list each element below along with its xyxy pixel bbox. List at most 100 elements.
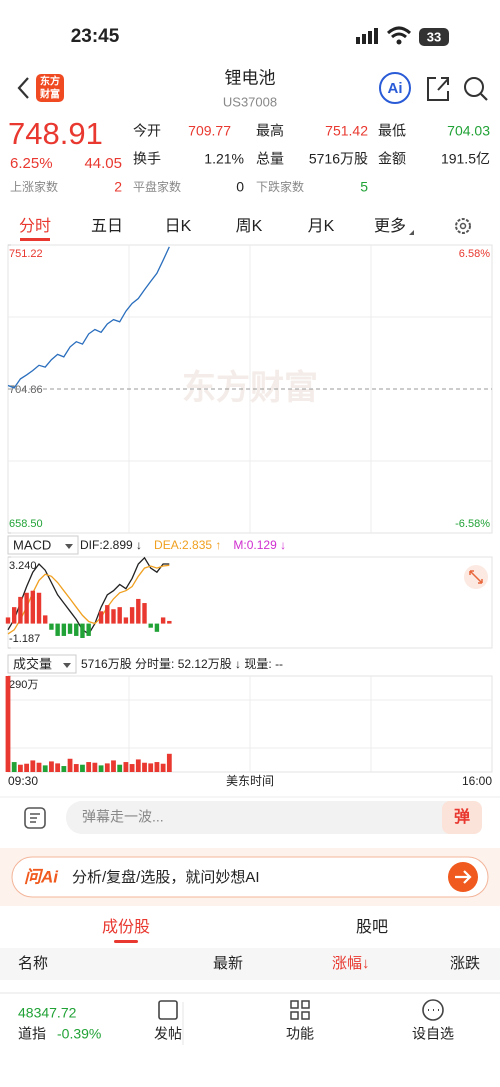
volume-bar xyxy=(11,762,17,772)
ai-brand: 问Ai xyxy=(24,867,59,886)
title: 锂电池 xyxy=(225,68,276,87)
macd-bar xyxy=(123,617,129,624)
y2-tick-label: -6.58% xyxy=(455,518,490,530)
stat-value: 5 xyxy=(360,179,368,195)
macd-bar xyxy=(24,592,29,624)
nav-item[interactable]: 发帖 xyxy=(154,1026,182,1042)
macd-bar xyxy=(80,623,85,638)
volume-selector[interactable] xyxy=(7,654,77,674)
stat-value: 191.5亿 xyxy=(441,151,490,167)
stat-value: 1.21% xyxy=(204,151,244,167)
search-handle xyxy=(480,93,488,101)
section-indicator xyxy=(114,940,138,943)
legend-entry: DEA:2.835 ↑ xyxy=(154,538,221,552)
macd-bar xyxy=(142,603,147,624)
battery xyxy=(419,28,449,46)
section-tab[interactable]: 股吧 xyxy=(356,918,388,936)
stat-label: 最高 xyxy=(256,123,284,139)
danmaku-button-label: 弹 xyxy=(454,807,470,826)
nav-item[interactable]: 功能 xyxy=(286,1026,314,1042)
stat-label: 金额 xyxy=(378,151,406,167)
volume-bar xyxy=(129,764,135,772)
share-button[interactable] xyxy=(427,77,449,101)
macd-line xyxy=(7,564,170,635)
settings-center xyxy=(459,222,467,230)
column-header[interactable]: 最新 xyxy=(213,955,243,972)
stat-label: 总量 xyxy=(256,151,284,167)
table-header xyxy=(0,948,500,980)
back-button[interactable] xyxy=(17,77,29,99)
danmaku-icon[interactable] xyxy=(24,807,46,829)
column-header[interactable]: 涨幅↓ xyxy=(332,955,370,972)
tab[interactable]: 日K xyxy=(165,218,192,235)
signal-icon xyxy=(356,28,378,44)
volume-summary: 5716万股 分时量: 52.12万股 ↓ 现量: -- xyxy=(81,657,283,671)
tab[interactable]: 分时 xyxy=(19,217,51,235)
search-button[interactable] xyxy=(464,77,484,97)
tab[interactable]: 五日 xyxy=(91,218,123,235)
macd-bar xyxy=(105,605,110,624)
macd-bar xyxy=(111,609,116,624)
macd-bar xyxy=(117,607,122,624)
nav-item[interactable]: 设自选 xyxy=(412,1026,454,1042)
change: 44.05 xyxy=(84,155,122,172)
ai-input[interactable] xyxy=(11,856,489,898)
column-header[interactable]: 名称 xyxy=(18,955,48,972)
volume-bar xyxy=(92,762,98,772)
stat-label: 上涨家数 xyxy=(10,179,58,194)
danmaku-button[interactable] xyxy=(442,801,482,834)
stat-label: 换手 xyxy=(133,151,161,167)
volume-bar xyxy=(67,758,73,772)
battery-level: 33 xyxy=(427,29,441,44)
tab-indicator xyxy=(20,238,50,241)
volume-bar xyxy=(61,766,67,772)
tab[interactable]: 周K xyxy=(236,218,263,235)
macd-title: MACD xyxy=(13,537,51,552)
y2-tick-label: 6.58% xyxy=(459,248,490,260)
y-tick-label: 290万 xyxy=(9,679,38,691)
logo-text: 财富 xyxy=(39,88,60,101)
macd-selector[interactable] xyxy=(7,535,79,555)
tab[interactable]: 月K xyxy=(308,218,335,235)
watchlist-icon[interactable] xyxy=(422,999,444,1021)
tab[interactable]: 更多 xyxy=(374,217,406,235)
stat-value: 751.42 xyxy=(325,123,368,139)
macd-bar xyxy=(43,615,48,624)
settings-button[interactable] xyxy=(455,218,471,234)
macd-bar xyxy=(136,598,141,624)
feature-icon[interactable] xyxy=(290,1000,310,1020)
macd-bar xyxy=(148,623,153,628)
comment-placeholder: 弹幕走一波... xyxy=(82,809,164,825)
dropdown-arrow xyxy=(65,544,73,549)
stat-value: 2 xyxy=(114,179,122,195)
ai-button[interactable] xyxy=(379,72,411,104)
code: US37008 xyxy=(223,94,277,109)
logo xyxy=(36,74,64,102)
section-tab[interactable]: 成份股 xyxy=(102,918,150,936)
clock: 23:45 xyxy=(71,26,120,47)
volume-bar xyxy=(49,761,54,772)
dropdown-arrow xyxy=(63,663,71,668)
macd-bar xyxy=(5,617,11,624)
y-tick-label: 658.50 xyxy=(9,518,43,530)
y-tick-label: -1.187 xyxy=(9,633,40,645)
volume-bar xyxy=(111,760,116,772)
y-tick-label: 3.240 xyxy=(9,560,37,572)
macd-bar xyxy=(49,623,54,630)
stat-value: 709.77 xyxy=(188,123,231,139)
post-icon[interactable] xyxy=(158,1000,178,1020)
volume-bar xyxy=(160,763,166,772)
volume-bar xyxy=(86,762,92,772)
macd-bar xyxy=(160,617,166,624)
column-header[interactable]: 涨跌 xyxy=(450,955,480,972)
macd-bar xyxy=(36,592,42,624)
stat-label: 最低 xyxy=(378,123,406,139)
stat-value: 0 xyxy=(236,179,244,195)
volume-bar xyxy=(5,676,11,772)
macd-bar xyxy=(12,607,17,624)
comment-input[interactable] xyxy=(66,801,482,834)
index-value[interactable]: 48347.72 xyxy=(18,1005,77,1021)
ai-prompt: 分析/复盘/选股，就问妙想AI xyxy=(72,868,260,886)
watermark: 东方财富 xyxy=(182,368,318,407)
